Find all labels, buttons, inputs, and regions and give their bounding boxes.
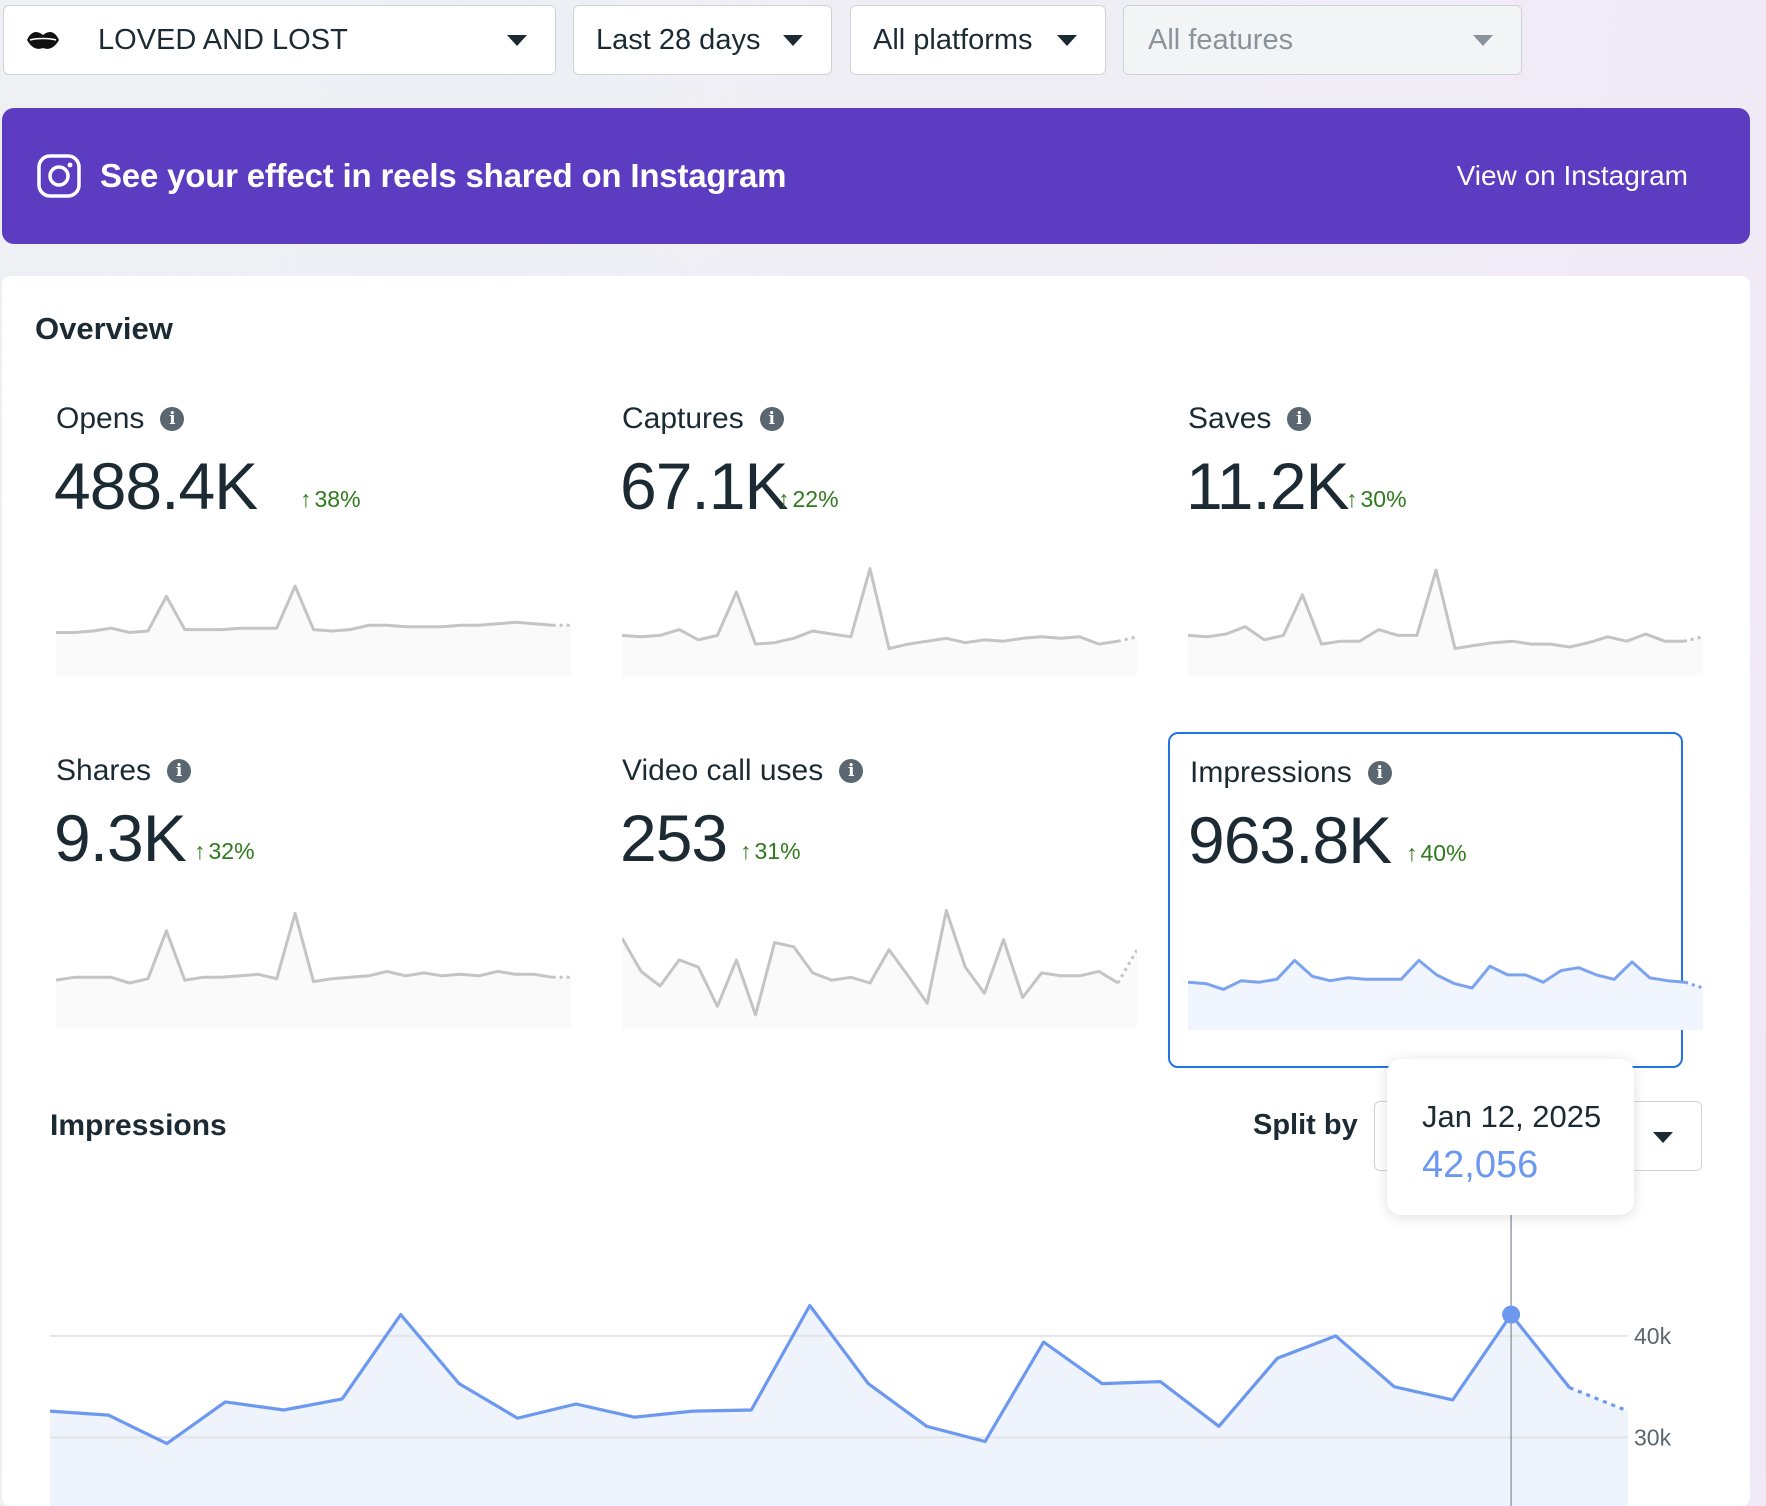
- metric-card-captures[interactable]: Captures i 67.1K↑22%: [604, 376, 1119, 712]
- chart-tooltip: Jan 12, 2025 42,056: [1387, 1059, 1634, 1215]
- feature-select[interactable]: All features: [1123, 5, 1522, 75]
- banner-title: See your effect in reels shared on Insta…: [100, 157, 1457, 195]
- chevron-down-icon: [1057, 35, 1077, 46]
- view-on-instagram-link[interactable]: View on Instagram: [1457, 160, 1688, 192]
- metric-delta: ↑32%: [194, 838, 255, 865]
- split-by-label: Split by: [1253, 1109, 1358, 1142]
- metric-delta: ↑31%: [740, 838, 801, 865]
- arrow-up-icon: ↑: [1406, 840, 1418, 867]
- platform-label: All platforms: [873, 24, 1057, 57]
- metric-label: Captures: [622, 402, 744, 436]
- metric-card-video-call-uses[interactable]: Video call uses i 253 ↑31%: [604, 728, 1119, 1064]
- chevron-down-icon: [783, 35, 803, 46]
- y-tick-label: 40k: [1634, 1323, 1672, 1349]
- metric-card-impressions[interactable]: Impressions i 963.8K ↑40%: [1168, 732, 1683, 1068]
- tooltip-value: 42,056: [1422, 1144, 1538, 1187]
- instagram-icon: [36, 153, 82, 199]
- chevron-down-icon: [507, 35, 527, 46]
- effect-select-label: LOVED AND LOST: [98, 24, 507, 57]
- y-tick-label: 30k: [1634, 1424, 1672, 1450]
- metric-value: 963.8K: [1188, 802, 1391, 878]
- metric-value: 11.2K: [1186, 448, 1349, 524]
- info-icon[interactable]: i: [1368, 761, 1392, 785]
- impressions-chart[interactable]: 20k30k40k: [2, 1176, 1750, 1506]
- arrow-up-icon: ↑: [300, 486, 312, 513]
- metric-delta-value: 40%: [1421, 840, 1467, 867]
- metric-header: Captures i: [622, 402, 784, 436]
- date-range-select[interactable]: Last 28 days: [573, 5, 832, 75]
- arrow-up-icon: ↑: [1346, 486, 1358, 513]
- chevron-down-icon: [1473, 35, 1493, 46]
- metric-delta-value: 31%: [755, 838, 801, 865]
- impressions-chart-title: Impressions: [50, 1109, 227, 1143]
- sparkline: [622, 883, 1137, 1028]
- info-icon[interactable]: i: [760, 407, 784, 431]
- chevron-down-icon: [1653, 1132, 1673, 1143]
- sparkline-area: [622, 569, 1137, 676]
- metric-value: 253: [620, 800, 727, 876]
- metric-delta: ↑30%: [1346, 486, 1407, 513]
- feature-label: All features: [1148, 24, 1473, 57]
- metric-delta: ↑40%: [1406, 840, 1467, 867]
- metric-header: Impressions i: [1190, 756, 1392, 790]
- arrow-up-icon: ↑: [740, 838, 752, 865]
- sparkline-area: [1188, 570, 1703, 676]
- info-icon[interactable]: i: [1287, 407, 1311, 431]
- metric-delta-value: 38%: [315, 486, 361, 513]
- metric-value: 9.3K: [54, 800, 186, 876]
- metric-label: Opens: [56, 402, 144, 436]
- sparkline: [622, 531, 1137, 676]
- metric-label: Saves: [1188, 402, 1271, 436]
- arrow-up-icon: ↑: [778, 486, 790, 513]
- metric-label: Video call uses: [622, 754, 823, 788]
- metric-delta: ↑38%: [300, 486, 361, 513]
- info-icon[interactable]: i: [160, 407, 184, 431]
- metric-value: 67.1K: [620, 448, 787, 524]
- effect-select[interactable]: LOVED AND LOST: [3, 5, 556, 75]
- lips-icon: [26, 29, 60, 51]
- platform-select[interactable]: All platforms: [850, 5, 1106, 75]
- sparkline: [1188, 531, 1703, 676]
- overview-title: Overview: [35, 311, 173, 347]
- metric-delta-value: 22%: [793, 486, 839, 513]
- instagram-banner: See your effect in reels shared on Insta…: [2, 108, 1750, 244]
- sparkline: [56, 883, 571, 1028]
- metric-label: Shares: [56, 754, 151, 788]
- metric-value: 488.4K: [54, 448, 257, 524]
- tooltip-date: Jan 12, 2025: [1422, 1099, 1601, 1135]
- info-icon[interactable]: i: [167, 759, 191, 783]
- sparkline-area: [56, 913, 571, 1028]
- metric-delta-value: 30%: [1361, 486, 1407, 513]
- date-range-label: Last 28 days: [596, 24, 783, 57]
- sparkline: [1188, 885, 1703, 1030]
- info-icon[interactable]: i: [839, 759, 863, 783]
- sparkline: [56, 531, 571, 676]
- hover-point: [1502, 1306, 1520, 1324]
- arrow-up-icon: ↑: [194, 838, 206, 865]
- metric-header: Video call uses i: [622, 754, 863, 788]
- metric-delta: ↑22%: [778, 486, 839, 513]
- metric-label: Impressions: [1190, 756, 1352, 790]
- metric-delta-value: 32%: [209, 838, 255, 865]
- sparkline-area: [1188, 960, 1703, 1030]
